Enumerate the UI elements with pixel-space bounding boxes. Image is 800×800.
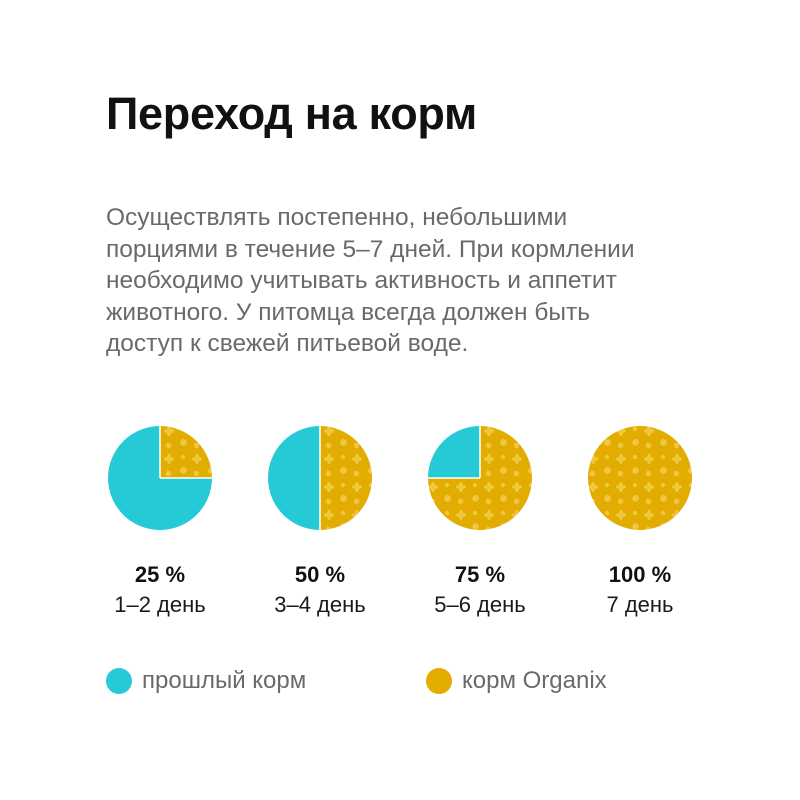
legend-swatch-old-food	[106, 668, 132, 694]
pie-chart	[268, 426, 372, 530]
intro-line: Осуществлять постепенно, небольшими	[106, 204, 568, 231]
pie-slice-old-food	[268, 426, 320, 530]
intro-paragraph: Осуществлять постепенно, небольшими порц…	[106, 202, 706, 360]
percent-label: 75 %	[454, 562, 506, 587]
pie-slice-organix	[160, 426, 212, 478]
legend-label: корм Organix	[462, 667, 607, 694]
pie-slice-organix	[320, 426, 372, 530]
pie-charts: 25 % 1–2 день 50 % 3–4 день 75 % 5–6 ден…	[0, 420, 800, 640]
day-label: 5–6 день	[434, 592, 526, 617]
pie-chart	[588, 426, 692, 530]
legend-item-organix: корм Organix	[426, 666, 607, 696]
intro-line: доступ к свежей питьевой воде.	[106, 330, 469, 357]
percent-label: 50 %	[294, 562, 346, 587]
day-label: 1–2 день	[114, 592, 206, 617]
day-label: 3–4 день	[274, 592, 366, 617]
intro-line: порциями в течение 5–7 дней. При кормлен…	[106, 235, 635, 263]
pie-column: 100 % 7 день	[560, 420, 720, 618]
percent-label: 100 %	[608, 562, 672, 587]
pie-column: 50 % 3–4 день	[240, 420, 400, 618]
percent-label: 25 %	[134, 562, 186, 587]
legend-label: прошлый корм	[142, 667, 307, 694]
pie-column: 75 % 5–6 день	[400, 420, 560, 618]
legend-item-old-food: прошлый корм	[106, 666, 306, 696]
legend-swatch-organix	[426, 668, 452, 694]
day-label: 7 день	[606, 592, 674, 617]
pie-column: 25 % 1–2 день	[80, 420, 240, 618]
pie-chart	[428, 426, 532, 530]
page-title: Переход на корм	[106, 88, 477, 139]
pie-slice-old-food	[428, 426, 480, 478]
intro-line: животного. У питомца всегда должен быть	[106, 298, 590, 326]
pie-chart	[108, 426, 212, 530]
intro-line: необходимо учитывать активность и аппети…	[106, 267, 617, 294]
pie-slice-organix	[588, 426, 692, 530]
legend: прошлый корм корм Organix	[0, 666, 800, 698]
